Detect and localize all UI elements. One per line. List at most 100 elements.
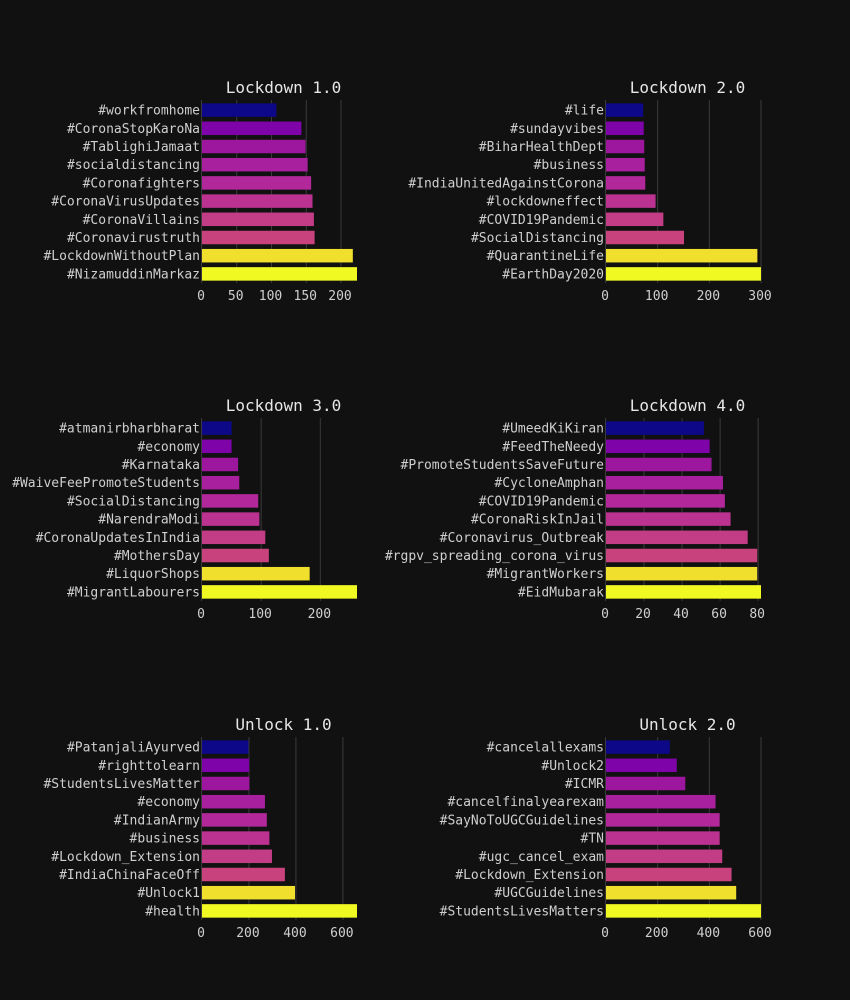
category-label: #righttolearn — [98, 759, 200, 774]
chart-panel-4: Lockdown 4.0 #UmeedKiKiran #FeedTheNeedy #P… — [385, 396, 765, 622]
x-tick-label: 100 — [645, 289, 668, 304]
x-tick-label: 100 — [259, 289, 282, 304]
category-label: #PromoteStudentsSaveFuture — [401, 458, 605, 473]
category-label: #Karnataka — [122, 458, 200, 473]
bar — [202, 248, 353, 263]
x-tick-label: 0 — [197, 926, 205, 941]
x-tick-label: 60 — [711, 607, 727, 622]
chart-title: Unlock 2.0 — [639, 715, 735, 734]
bar — [202, 212, 314, 227]
bar — [202, 194, 313, 208]
bar — [606, 512, 731, 526]
bar — [606, 530, 748, 545]
category-label: #FeedTheNeedy — [502, 440, 604, 455]
bar — [202, 512, 260, 526]
bar — [202, 849, 272, 864]
x-tick-label: 20 — [635, 607, 651, 622]
bar — [606, 585, 761, 599]
chart-panel-6: Unlock 2.0 #cancelallexams #Unlock2 #ICMR #c… — [440, 715, 772, 941]
bar — [606, 157, 645, 172]
category-label: #CoronaVirusUpdates — [51, 195, 200, 210]
category-label: #SayNoToUGCGuidelines — [440, 813, 604, 828]
x-tick-label: 150 — [294, 289, 317, 304]
category-label: #CoronaRiskInJail — [471, 513, 604, 528]
category-label: #life — [565, 104, 604, 119]
chart-panel-1: Lockdown 1.0 #workfromhome #CoronaStopKaro… — [43, 78, 357, 304]
bar — [202, 776, 250, 791]
x-tick-label: 200 — [308, 607, 331, 622]
x-tick-label: 600 — [748, 926, 771, 941]
bar — [202, 794, 265, 809]
category-label: #StudentsLivesMatter — [43, 777, 200, 792]
bar — [202, 585, 357, 599]
category-label: #Lockdown_Extension — [455, 868, 604, 883]
bar — [202, 885, 295, 900]
bar — [202, 566, 310, 581]
x-tick-label: 400 — [283, 926, 306, 941]
category-label: #NizamuddinMarkaz — [67, 267, 200, 282]
x-tick-label: 200 — [328, 289, 351, 304]
x-tick-label: 300 — [748, 289, 771, 304]
category-label: #MothersDay — [114, 549, 200, 564]
category-label: #health — [145, 904, 200, 919]
category-label: #ICMR — [565, 777, 604, 792]
category-label: #NarendraModi — [98, 513, 200, 528]
category-label: #TablighiJamaat — [83, 140, 200, 155]
bar — [606, 139, 645, 154]
category-label: #IndiaChinaFaceOff — [59, 868, 200, 883]
bar — [606, 176, 646, 190]
bar — [202, 548, 269, 563]
category-label: #QuarantineLife — [487, 249, 605, 264]
bar — [606, 439, 710, 454]
x-tick-label: 400 — [697, 926, 720, 941]
bar — [606, 194, 656, 208]
bar — [606, 867, 732, 882]
x-tick-label: 200 — [697, 289, 720, 304]
bar — [202, 904, 357, 918]
x-tick-label: 600 — [330, 926, 353, 941]
x-tick-label: 50 — [228, 289, 244, 304]
category-label: #business — [130, 832, 200, 847]
x-tick-label: 80 — [749, 607, 765, 622]
x-tick-label: 200 — [645, 926, 668, 941]
category-label: #Unlock1 — [137, 886, 200, 901]
bar — [202, 439, 232, 454]
chart-panel-5: Unlock 1.0 #PatanjaliAyurved #righttolearn… — [43, 715, 357, 941]
category-label: #LockdownWithoutPlan — [43, 249, 200, 264]
category-label: #socialdistancing — [67, 158, 200, 173]
category-label: #CoronaStopKaroNa — [67, 122, 200, 137]
category-label: #economy — [137, 440, 200, 455]
category-label: #SocialDistancing — [471, 231, 604, 246]
category-label: #BiharHealthDept — [479, 140, 604, 155]
bar — [202, 475, 240, 490]
category-label: #MigrantLabourers — [67, 585, 200, 600]
bar — [202, 867, 285, 882]
chart-title: Lockdown 1.0 — [226, 78, 342, 97]
bar — [606, 248, 758, 263]
bar — [606, 740, 670, 754]
bar — [202, 740, 249, 754]
category-label: #CoronaUpdatesInIndia — [36, 531, 200, 546]
bar — [606, 566, 758, 581]
bar — [202, 457, 239, 472]
category-label: #cancelallexams — [487, 741, 604, 756]
category-label: #CycloneAmphan — [494, 476, 604, 491]
chart-panel-3: Lockdown 3.0 #atmanirbharbharat #economy #K… — [12, 396, 357, 622]
bar — [606, 212, 664, 227]
category-label: #SocialDistancing — [67, 494, 200, 509]
bar — [606, 794, 716, 809]
x-tick-label: 200 — [236, 926, 259, 941]
bar — [202, 530, 266, 545]
category-label: #Lockdown_Extension — [51, 850, 200, 865]
bar — [606, 758, 677, 773]
bar — [202, 157, 308, 172]
category-label: #EidMubarak — [518, 585, 604, 600]
category-label: #CoronaVillains — [83, 213, 200, 228]
bar — [606, 776, 686, 791]
bar — [606, 475, 723, 490]
category-label: #atmanirbharbharat — [59, 422, 200, 437]
bar — [202, 421, 232, 435]
bar — [202, 758, 250, 773]
bar — [202, 176, 312, 190]
x-tick-label: 40 — [673, 607, 689, 622]
